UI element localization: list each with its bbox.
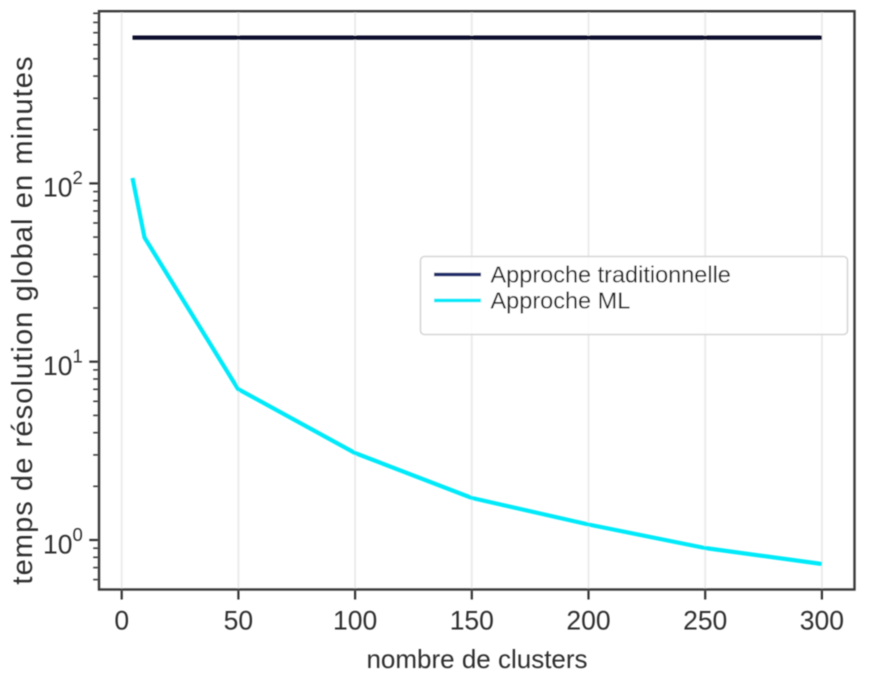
- svg-text:150: 150: [450, 606, 494, 636]
- svg-text:nombre de clusters: nombre de clusters: [366, 644, 587, 674]
- svg-text:250: 250: [683, 606, 727, 636]
- svg-text:temps de résolution global en: temps de résolution global en minutes: [7, 55, 39, 584]
- svg-text:0: 0: [114, 606, 129, 636]
- svg-text:200: 200: [566, 606, 610, 636]
- svg-text:300: 300: [800, 606, 844, 636]
- svg-text:100: 100: [43, 524, 83, 560]
- svg-text:100: 100: [333, 606, 377, 636]
- svg-text:Approche ML: Approche ML: [491, 288, 631, 314]
- svg-text:50: 50: [224, 606, 253, 636]
- svg-text:Approche traditionnelle: Approche traditionnelle: [491, 262, 731, 288]
